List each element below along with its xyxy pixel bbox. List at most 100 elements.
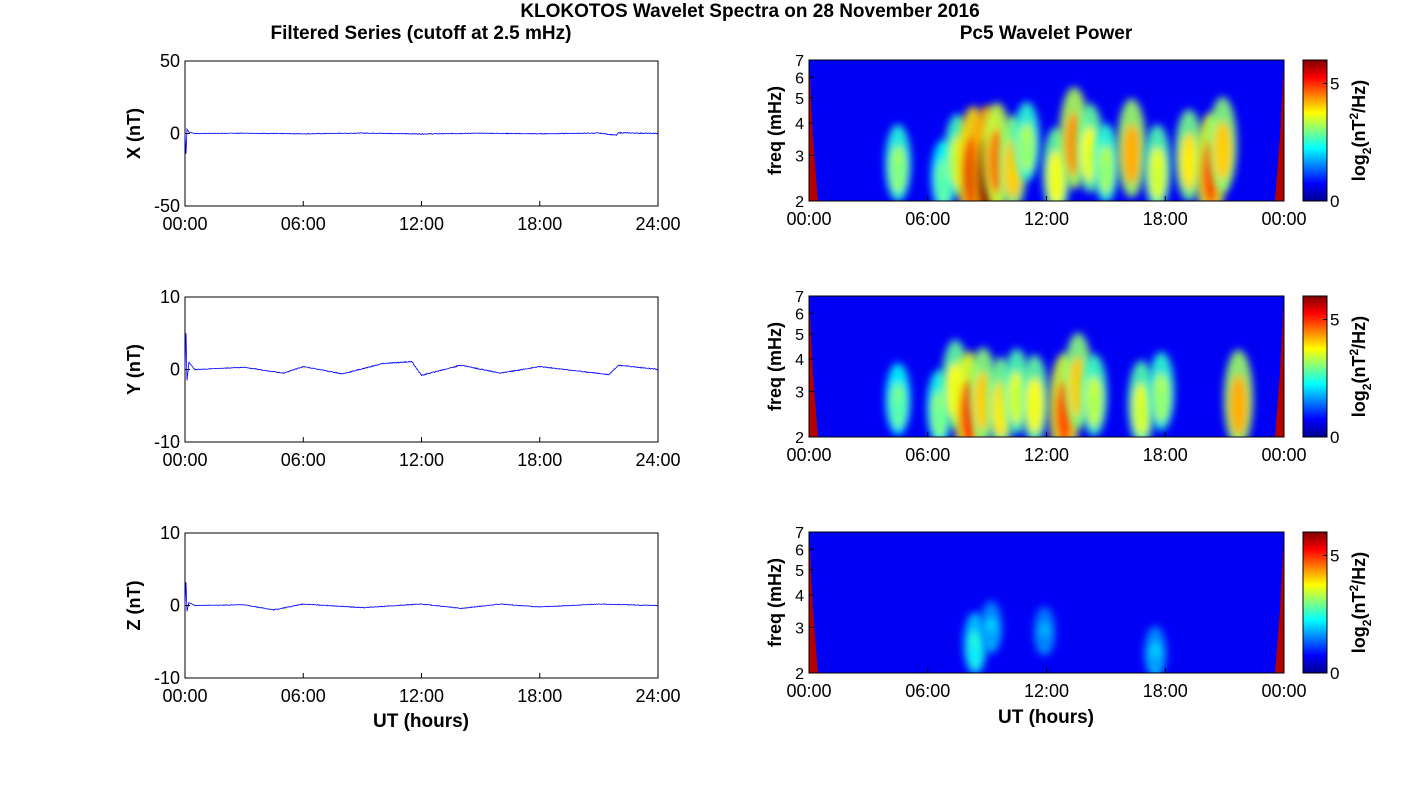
x-tick-label: 06:00: [905, 681, 950, 701]
colorbar-y: 0 5 log2(nT2/Hz): [1302, 295, 1374, 447]
wavelet-edge-region: [1275, 296, 1284, 437]
x-tick-label: 00:00: [162, 450, 207, 470]
wavelet-power-blob: [885, 362, 911, 436]
x-tick-label: 18:00: [1143, 681, 1188, 701]
colorbar-tick-label: 0: [1330, 428, 1339, 447]
right-column-title: Pc5 Wavelet Power: [960, 23, 1133, 44]
y-tick-label: 10: [160, 523, 180, 543]
y-tick-label: -50: [154, 196, 180, 216]
series-panel-z: 00:00 06:00 12:00 18:00 24:00 10 0 -10 Z (nT): [124, 523, 681, 706]
y-tick-label: 0: [170, 124, 180, 144]
wavelet-power-blob: [1143, 124, 1171, 201]
y-tick-label: 0: [170, 596, 180, 616]
freq-tick-label: 7: [795, 53, 804, 70]
x-tick-label: 12:00: [1024, 445, 1069, 465]
series-axes-box: [184, 296, 659, 443]
wavelet-image: [809, 296, 1284, 437]
colorbar-gradient: [1302, 531, 1328, 674]
wavelet-edge-region: [809, 296, 818, 437]
freq-tick-label: 6: [795, 542, 804, 559]
x-tick-label: 12:00: [1024, 209, 1069, 229]
x-tick-label: 12:00: [399, 214, 444, 234]
colorbar-tick-label: 0: [1330, 192, 1339, 211]
series-line-z: [184, 582, 659, 612]
freq-tick-label: 2: [795, 430, 804, 447]
x-tick-label: 12:00: [399, 450, 444, 470]
wavelet-power-blob: [1092, 123, 1119, 201]
colorbar-tick-label: 5: [1330, 547, 1339, 566]
x-tick-label: 06:00: [905, 209, 950, 229]
freq-tick-label: 4: [795, 588, 804, 605]
freq-tick-label: 5: [795, 563, 804, 580]
series-panel-y: 00:00 06:00 12:00 18:00 24:00 10 0 -10 Y (nT): [124, 287, 681, 470]
x-tick-label: 00:00: [786, 209, 831, 229]
freq-tick-label: 3: [795, 384, 804, 401]
colorbar-label: log2(nT2/Hz): [1347, 316, 1374, 417]
freq-tick-label: 4: [795, 352, 804, 369]
x-tick-label: 00:00: [162, 686, 207, 706]
freq-tick-label: 6: [795, 70, 804, 87]
wavelet-power-blob: [1127, 360, 1156, 437]
series-line-y: [184, 333, 659, 381]
wavelet-power-blob: [1042, 127, 1071, 201]
freq-tick-label: 2: [795, 666, 804, 683]
x-tick-label: 12:00: [399, 686, 444, 706]
colorbar-label: log2(nT2/Hz): [1347, 80, 1374, 181]
x-tick-label: 06:00: [905, 445, 950, 465]
wavelet-y-axis-label: freq (mHz): [765, 322, 785, 411]
series-y-axis-label: Z (nT): [124, 581, 144, 631]
x-tick-label: 24:00: [635, 450, 680, 470]
y-tick-label: 10: [160, 287, 180, 307]
series-y-axis-label: Y (nT): [124, 344, 144, 395]
x-tick-label: 18:00: [1143, 445, 1188, 465]
x-tick-label: 00:00: [786, 681, 831, 701]
x-tick-label: 06:00: [281, 450, 326, 470]
freq-tick-label: 7: [795, 525, 804, 542]
colorbar-tick-label: 5: [1330, 311, 1339, 330]
x-tick-label: 18:00: [517, 214, 562, 234]
x-tick-label: 00:00: [1261, 681, 1306, 701]
colorbar-tick-label: 5: [1330, 75, 1339, 94]
wavelet-power-blob: [1116, 98, 1147, 198]
y-tick-label: 50: [160, 51, 180, 71]
freq-tick-label: 6: [795, 306, 804, 323]
x-tick-label: 24:00: [635, 214, 680, 234]
x-tick-label: 00:00: [162, 214, 207, 234]
x-tick-label: 18:00: [517, 450, 562, 470]
y-tick-label: 0: [170, 360, 180, 380]
colorbar-z: 0 5 log2(nT2/Hz): [1302, 531, 1374, 683]
wavelet-image: [809, 60, 1284, 201]
wavelet-power-blob: [980, 601, 1003, 654]
wavelet-power-blob: [1080, 354, 1108, 437]
wavelet-y-axis-label: freq (mHz): [765, 86, 785, 175]
x-tick-label: 12:00: [1024, 681, 1069, 701]
wavelet-power-blob: [1208, 96, 1238, 193]
x-tick-label: 18:00: [1143, 209, 1188, 229]
y-tick-label: -10: [154, 432, 180, 452]
wavelet-power-blob: [1033, 606, 1056, 656]
wavelet-image: [809, 532, 1284, 673]
wavelet-y-axis-label: freq (mHz): [765, 558, 785, 647]
freq-tick-label: 4: [795, 116, 804, 133]
freq-tick-label: 3: [795, 148, 804, 165]
wavelet-x-axis-label: UT (hours): [998, 707, 1094, 728]
wavelet-power-blob: [1148, 351, 1175, 431]
freq-tick-label: 2: [795, 194, 804, 211]
wavelet-power-blob: [1020, 354, 1049, 437]
left-column-title: Filtered Series (cutoff at 2.5 mHz): [271, 23, 572, 44]
colorbar-tick-label: 0: [1330, 664, 1339, 683]
x-tick-label: 00:00: [1261, 209, 1306, 229]
x-tick-label: 06:00: [281, 214, 326, 234]
series-y-axis-label: X (nT): [124, 108, 144, 159]
x-tick-label: 24:00: [635, 686, 680, 706]
wavelet-power-blob: [1144, 626, 1167, 673]
series-axes-box: [184, 532, 659, 679]
colorbar-x: 0 5 log2(nT2/Hz): [1302, 59, 1374, 211]
filtered-series-panels: 00:00 06:00 12:00 18:00 24:00 50 0 -50 X (nT) 00:…: [124, 51, 681, 706]
wavelet-power-blob: [885, 124, 911, 201]
wavelet-power-blob: [1013, 101, 1040, 181]
